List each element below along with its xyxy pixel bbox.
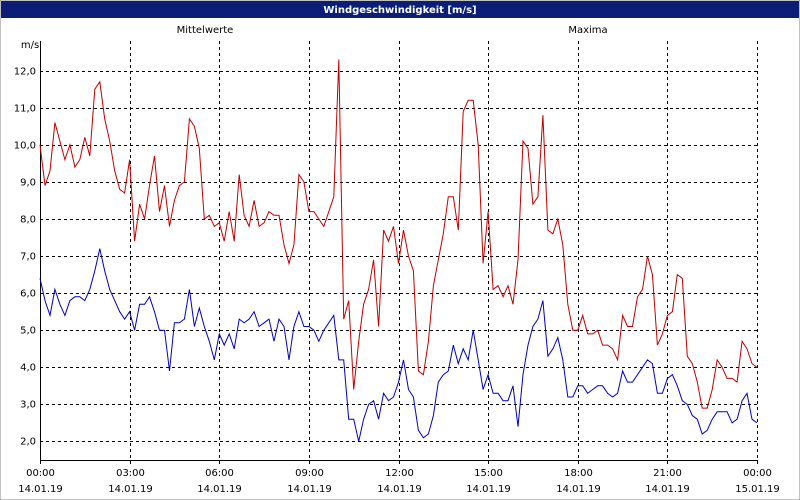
x-tick-date: 14.01.19 [18,484,63,495]
x-tick-label: 09:00 [295,468,324,479]
x-tick-label: 06:00 [205,468,234,479]
y-tick-label: 11,0 [14,104,36,115]
y-unit: m/s [21,40,39,51]
x-tick-label: 15:00 [474,468,503,479]
x-tick-date: 14.01.19 [377,484,422,495]
x-tick-date: 14.01.19 [287,484,332,495]
y-tick-label: 12,0 [14,67,36,78]
y-tick-label: 8,0 [20,215,36,226]
x-tick-label: 00:00 [26,468,55,479]
series-line [39,59,758,409]
x-tick-date: 14.01.19 [108,484,153,495]
title-bar [1,1,799,18]
y-tick-label: 4,0 [20,363,36,374]
y-tick-label: 6,0 [20,289,36,300]
y-tick-label: 3,0 [20,400,36,411]
y-tick-label: 7,0 [20,252,36,263]
legend-label: Mittelwerte [177,25,234,36]
x-tick-date: 14.01.19 [645,484,690,495]
x-tick-label: 03:00 [116,468,145,479]
x-tick-label: 00:00 [743,468,772,479]
x-tick-date: 15.01.19 [735,484,780,495]
legend-label: Maxima [568,25,607,36]
x-tick-label: 18:00 [564,468,593,479]
x-tick-date: 14.01.19 [197,484,242,495]
x-tick-label: 21:00 [653,468,682,479]
x-tick-date: 14.01.19 [466,484,511,495]
y-tick-label: 5,0 [20,326,36,337]
chart-title: Windgeschwindigkeit [m/s] [323,5,476,16]
y-tick-label: 2,0 [20,437,36,448]
x-tick-label: 12:00 [385,468,414,479]
series-line [39,248,758,442]
y-tick-label: 10,0 [14,141,36,152]
y-tick-label: 9,0 [20,178,36,189]
x-tick-date: 14.01.19 [556,484,601,495]
